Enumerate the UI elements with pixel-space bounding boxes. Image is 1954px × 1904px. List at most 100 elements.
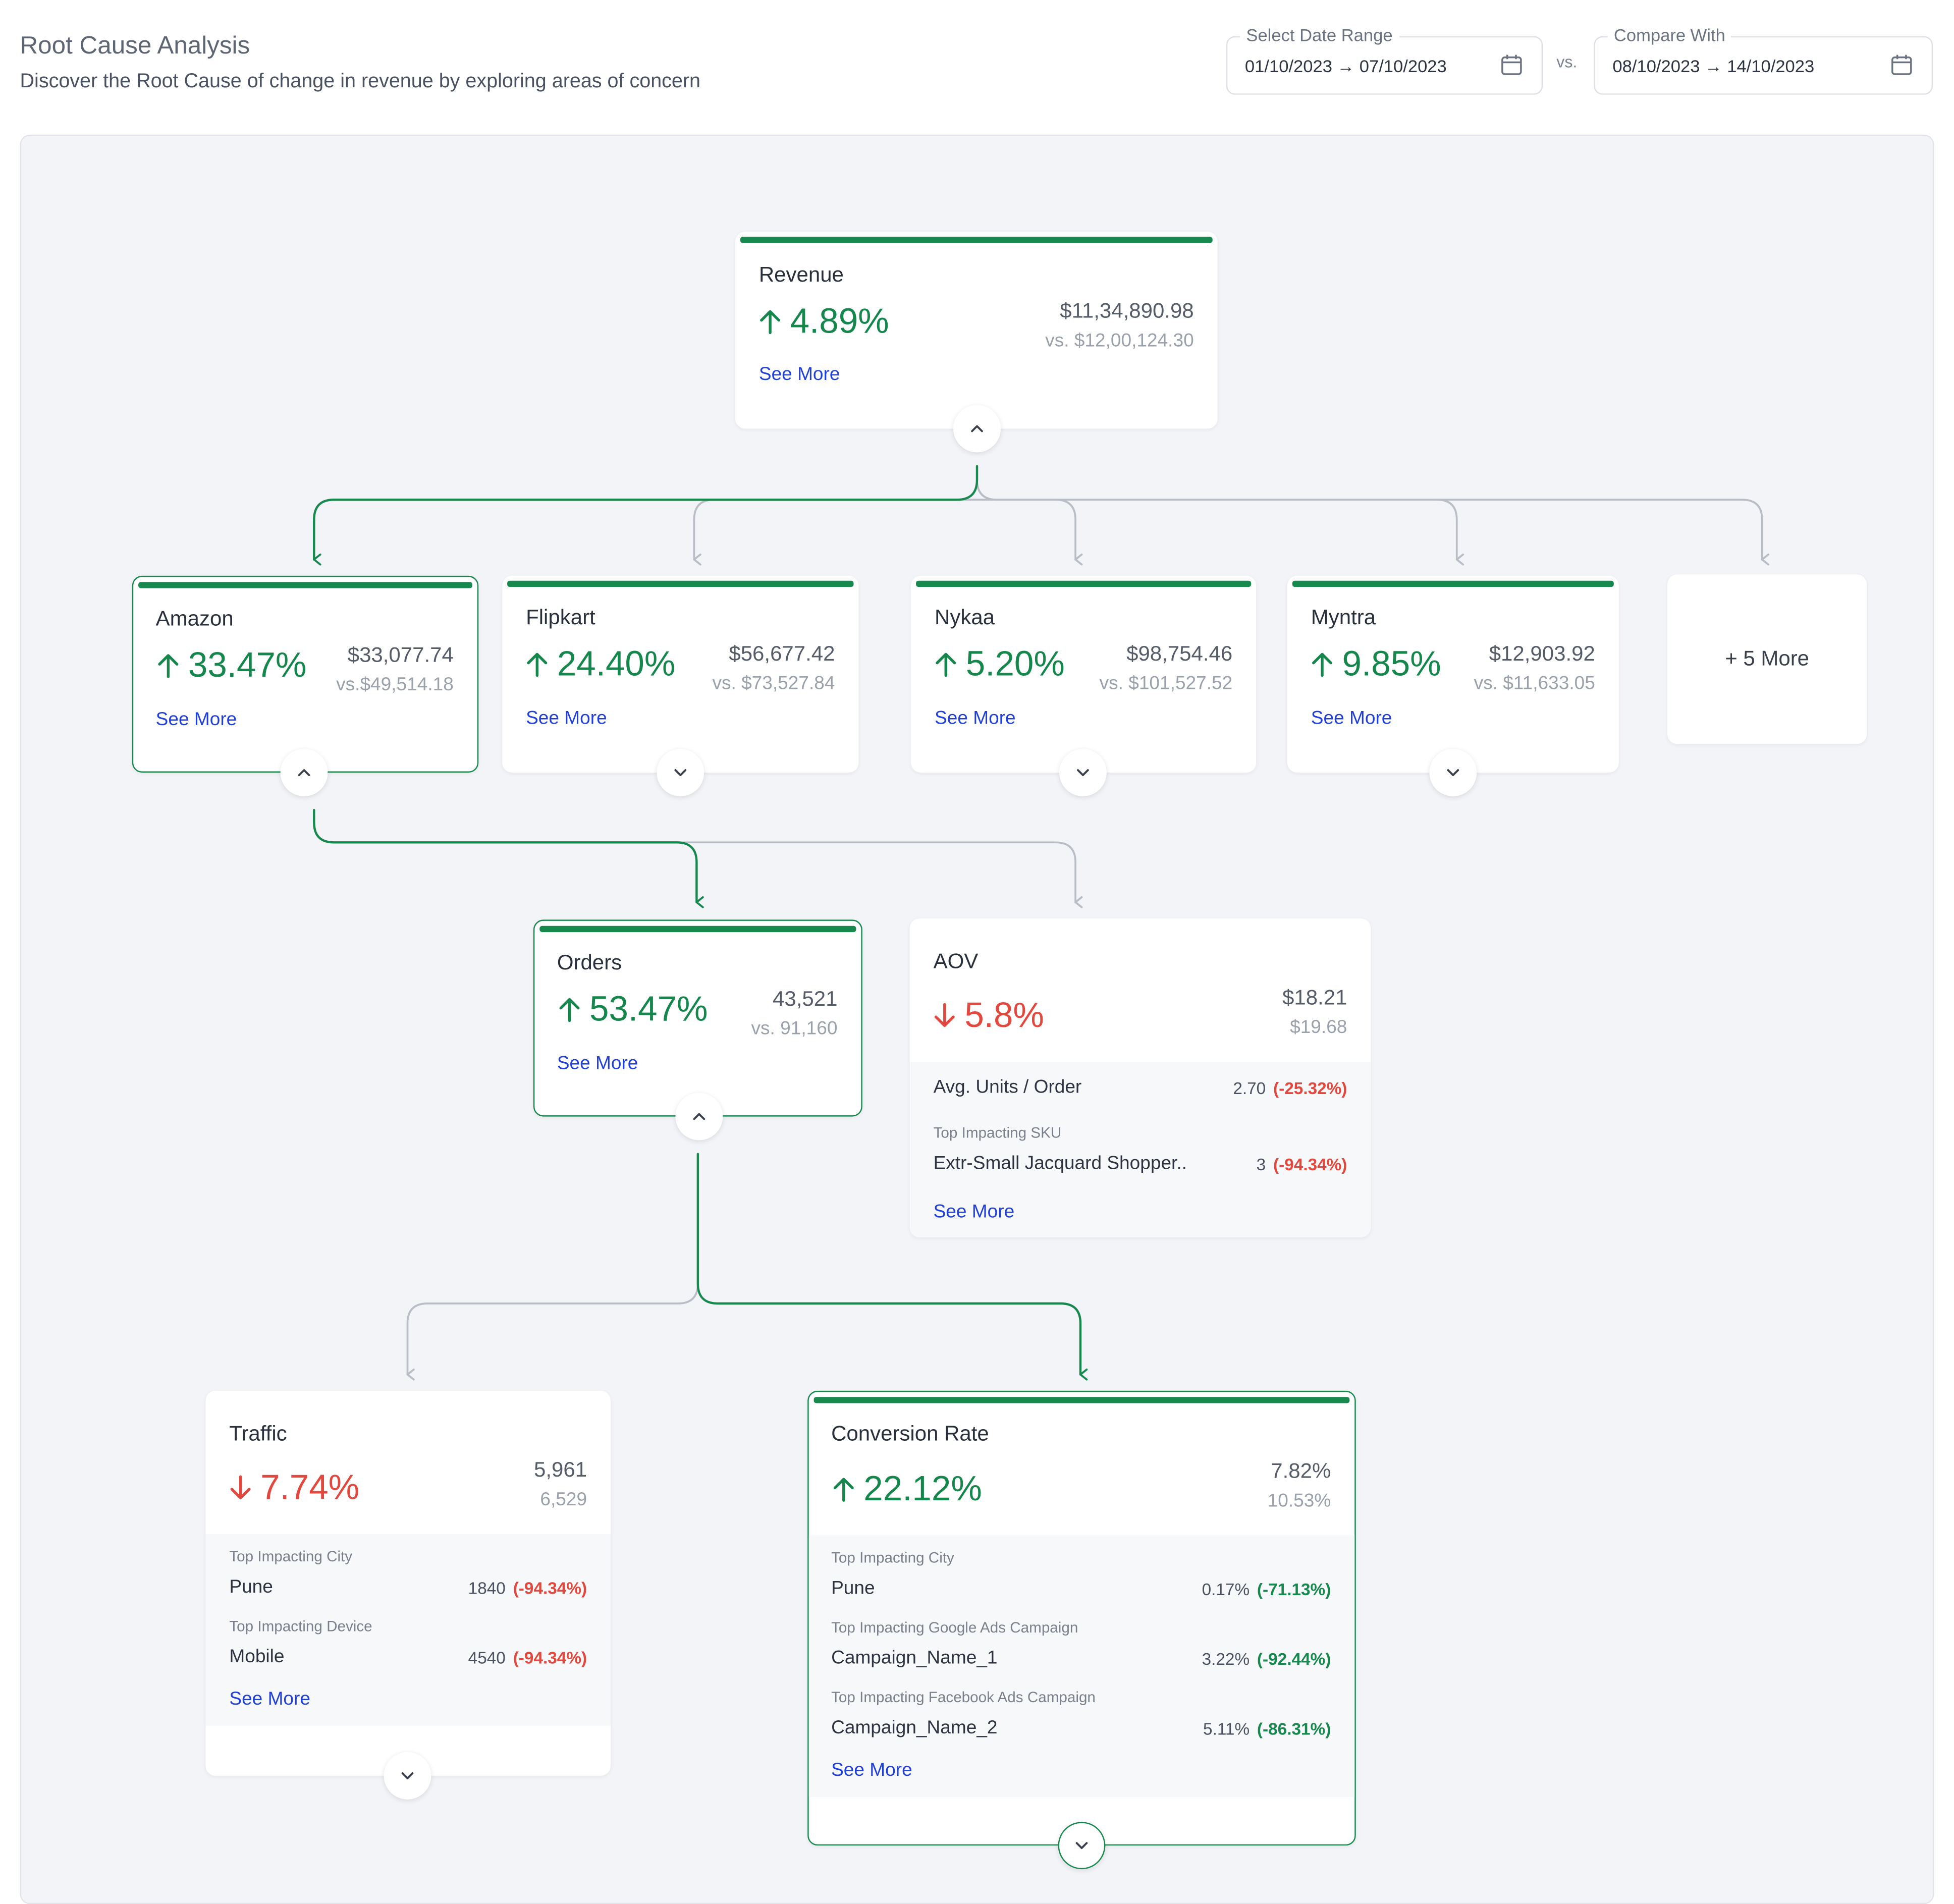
calendar-icon[interactable] — [1889, 52, 1914, 77]
top-city-number: 1840 — [468, 1579, 506, 1598]
card-accent-bar — [138, 582, 472, 588]
arrow-up-icon — [559, 998, 580, 1022]
channel-card-amazon[interactable]: Amazon 33.47% $33,077.74 vs.$49,514.18 S… — [132, 575, 479, 773]
channel-card-flipkart[interactable]: Flipkart 24.40% $56,677.42 vs. $73,527.8… — [502, 575, 859, 773]
change-percent-value: 9.85% — [1342, 644, 1441, 683]
card-accent-bar — [740, 237, 1213, 243]
see-more-link[interactable]: See More — [758, 364, 840, 386]
top-device-name: Mobile — [229, 1646, 285, 1668]
chevron-down-icon — [674, 769, 687, 776]
see-more-link[interactable]: See More — [229, 1689, 310, 1710]
top-city-name: Pune — [831, 1577, 875, 1599]
arrow-down-icon — [934, 1003, 955, 1027]
see-more-link[interactable]: See More — [155, 709, 237, 731]
collapse-toggle[interactable] — [280, 749, 328, 796]
more-channels-button[interactable]: + 5 More — [1667, 574, 1867, 744]
channel-card-nykaa[interactable]: Nykaa 5.20% $98,754.46 vs. $101,527.52 S… — [911, 575, 1257, 773]
change-percent: 9.85% — [1310, 644, 1441, 684]
top-city-change: (-71.13%) — [1257, 1580, 1331, 1599]
top-facebook-campaign-label: Top Impacting Facebook Ads Campaign — [831, 1689, 1096, 1706]
change-percent-value: 24.40% — [557, 644, 676, 683]
collapse-toggle[interactable] — [953, 405, 1001, 453]
change-percent: 33.47% — [156, 645, 306, 685]
card-accent-bar — [813, 1397, 1350, 1403]
see-more-link[interactable]: See More — [557, 1053, 638, 1074]
expand-toggle[interactable] — [657, 749, 704, 796]
arrow-up-icon — [936, 652, 956, 677]
previous-value: vs. $12,00,124.30 — [1045, 330, 1194, 352]
conversion-rate-card[interactable]: Conversion Rate 22.12% 7.82% 10.53% Top … — [807, 1390, 1356, 1846]
top-city-name: Pune — [229, 1576, 273, 1598]
change-percent: 53.47% — [557, 990, 708, 1029]
top-sku-number: 3 — [1256, 1155, 1266, 1174]
arrow-down-icon — [230, 1475, 251, 1499]
date-range-value: 01/10/2023 → 07/10/2023 — [1244, 56, 1447, 76]
date-range-label: Select Date Range — [1240, 25, 1399, 45]
top-google-campaign-name: Campaign_Name_1 — [831, 1647, 998, 1669]
avg-units-change: (-25.32%) — [1273, 1079, 1347, 1098]
top-google-campaign-number: 3.22% — [1202, 1650, 1250, 1669]
top-device-label: Top Impacting Device — [229, 1617, 372, 1635]
collapse-toggle[interactable] — [675, 1093, 723, 1140]
channel-card-myntra[interactable]: Myntra 9.85% $12,903.92 vs. $11,633.05 S… — [1287, 575, 1619, 773]
change-percent-value: 5.8% — [964, 996, 1044, 1035]
current-value: 7.82% — [1271, 1459, 1331, 1483]
see-more-link[interactable]: See More — [933, 1201, 1015, 1223]
change-percent-value: 5.20% — [965, 644, 1065, 683]
top-facebook-campaign-change: (-86.31%) — [1257, 1719, 1331, 1738]
card-title: AOV — [933, 949, 979, 973]
date-range-picker[interactable]: Select Date Range 01/10/2023 → 07/10/202… — [1226, 25, 1543, 95]
expand-toggle[interactable] — [1058, 1822, 1106, 1870]
card-title: Conversion Rate — [831, 1422, 989, 1446]
previous-value: 10.53% — [1267, 1490, 1331, 1512]
current-value: $33,077.74 — [347, 643, 454, 667]
aov-card[interactable]: AOV 5.8% $18.21 $19.68 Avg. Units / Orde… — [909, 918, 1371, 1238]
chevron-up-icon — [298, 769, 310, 776]
top-sku-name: Extr-Small Jacquard Shopper.. — [933, 1153, 1187, 1174]
change-percent: 24.40% — [525, 644, 676, 684]
traffic-detail-panel: Top Impacting City Pune 1840 (-94.34%) To… — [205, 1534, 611, 1726]
avg-units-number: 2.70 — [1233, 1079, 1266, 1098]
top-device-change: (-94.34%) — [513, 1649, 587, 1668]
top-device-value: 4540 (-94.34%) — [468, 1649, 587, 1667]
vs-label: vs. — [1556, 52, 1578, 71]
avg-units-label: Avg. Units / Order — [933, 1076, 1082, 1098]
chevron-down-icon — [1077, 769, 1089, 776]
expand-toggle[interactable] — [1059, 749, 1107, 796]
card-accent-bar — [1292, 580, 1614, 587]
top-facebook-campaign-name: Campaign_Name_2 — [831, 1717, 998, 1738]
chevron-up-icon — [971, 425, 983, 432]
arrow-up-icon — [1312, 652, 1333, 677]
change-percent-value: 53.47% — [589, 989, 708, 1028]
current-value: $11,34,890.98 — [1060, 299, 1194, 323]
previous-value: 6,529 — [540, 1489, 587, 1510]
previous-value: vs. $101,527.52 — [1099, 673, 1233, 694]
chevron-up-icon — [693, 1113, 705, 1120]
current-value: 5,961 — [534, 1458, 587, 1482]
more-channels-label: + 5 More — [1725, 646, 1810, 671]
top-city-value: 0.17% (-71.13%) — [1202, 1580, 1331, 1599]
change-percent: 4.89% — [757, 302, 889, 342]
top-sku-label: Top Impacting SKU — [933, 1124, 1062, 1141]
compare-date-picker[interactable]: Compare With 08/10/2023 → 14/10/2023 — [1594, 25, 1933, 95]
chevron-down-icon — [401, 1772, 414, 1779]
expand-toggle[interactable] — [384, 1752, 431, 1800]
see-more-link[interactable]: See More — [935, 708, 1016, 729]
top-facebook-campaign-value: 5.11% (-86.31%) — [1203, 1720, 1331, 1738]
current-value: $18.21 — [1282, 986, 1347, 1010]
orders-card[interactable]: Orders 53.47% 43,521 vs. 91,160 See More — [533, 919, 862, 1117]
change-percent: 5.20% — [934, 644, 1065, 684]
card-accent-bar — [507, 580, 854, 587]
see-more-link[interactable]: See More — [1311, 708, 1392, 729]
traffic-card[interactable]: Traffic 7.74% 5,961 6,529 Top Impacting … — [205, 1390, 611, 1776]
chevron-down-icon — [1075, 1842, 1088, 1849]
card-title: Flipkart — [526, 606, 595, 630]
expand-toggle[interactable] — [1429, 749, 1477, 796]
calendar-icon[interactable] — [1499, 52, 1524, 77]
arrow-up-icon — [833, 1478, 854, 1502]
arrow-up-icon — [760, 310, 781, 335]
top-city-label: Top Impacting City — [229, 1547, 353, 1565]
see-more-link[interactable]: See More — [526, 708, 607, 729]
see-more-link[interactable]: See More — [831, 1759, 912, 1781]
top-google-campaign-label: Top Impacting Google Ads Campaign — [831, 1618, 1078, 1637]
